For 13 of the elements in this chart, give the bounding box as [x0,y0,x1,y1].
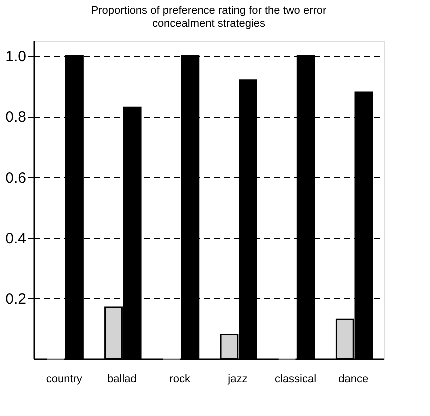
y-tick-label: 0.8 [6,109,26,126]
x-tick-label: rock [170,374,191,386]
x-tick-label: dance [338,374,369,386]
y-tick-label: 0.2 [6,290,26,308]
text: concealment strategies [152,18,266,30]
x-tick-label: country [46,374,83,386]
x-tick-label: jazz [227,374,248,386]
text: Proportions of preference rating for the two error [91,5,327,17]
x-tick-label: classical [274,374,317,386]
y-tick-label: 0.6 [6,170,26,187]
y-tick-label: 0.4 [6,230,26,248]
x-tick-label: ballad [108,374,137,386]
y-tick-label: 1.0 [6,48,26,66]
